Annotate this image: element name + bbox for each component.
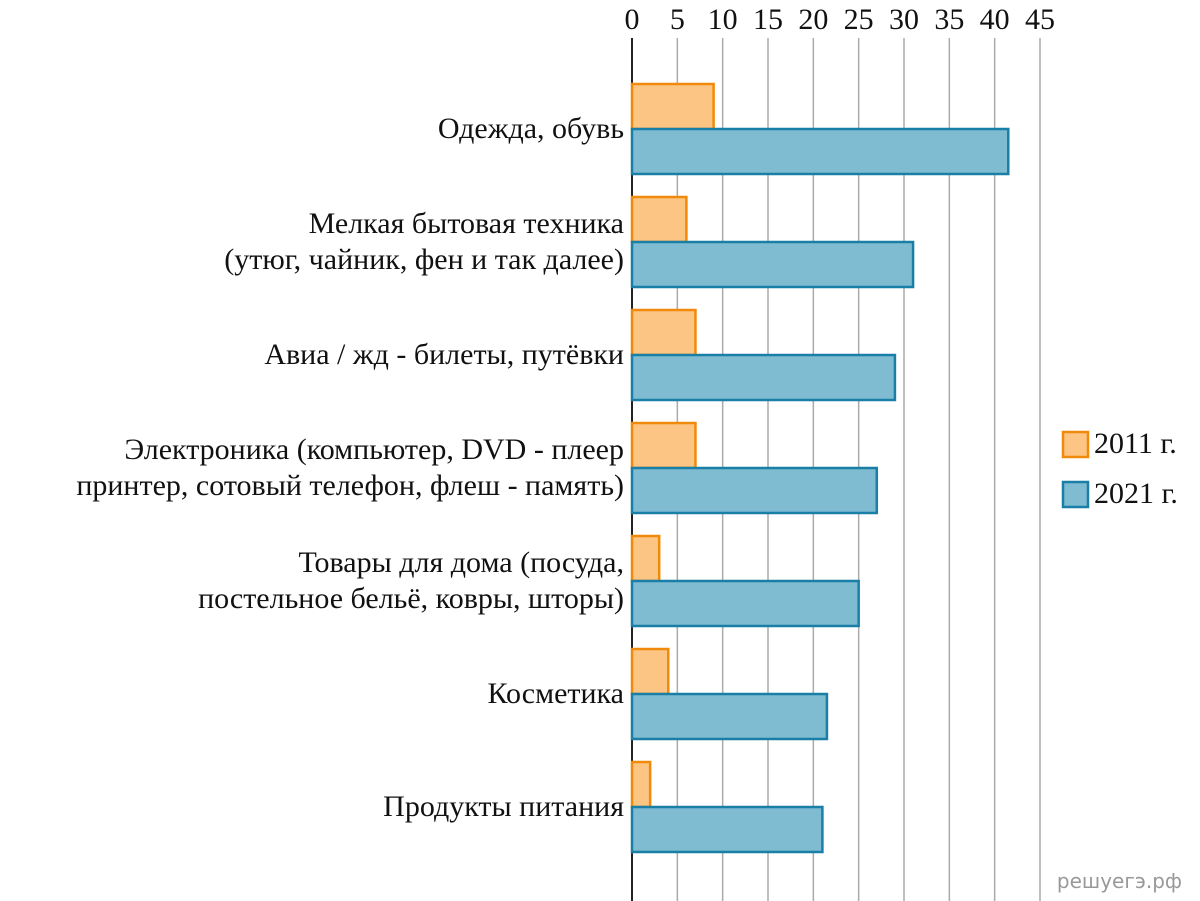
bar xyxy=(630,82,715,131)
bar xyxy=(630,805,824,854)
category-label: Одежда, обувь xyxy=(437,112,624,145)
category-label: Авиа / жд - билеты, путёвки xyxy=(264,338,624,371)
bar xyxy=(630,534,661,583)
bar xyxy=(630,647,670,696)
x-tick-label: 30 xyxy=(889,3,919,36)
x-tick-label: 10 xyxy=(708,3,738,36)
bar xyxy=(630,421,697,470)
x-tick-label: 0 xyxy=(625,3,640,36)
bar xyxy=(630,466,879,515)
x-tick-label: 15 xyxy=(753,3,783,36)
bar xyxy=(630,579,860,628)
x-tick-label: 35 xyxy=(934,3,964,36)
category-label: Косметика xyxy=(487,677,624,710)
legend-label: 2021 г. xyxy=(1094,477,1178,510)
x-tick-label: 20 xyxy=(798,3,828,36)
category-label: Мелкая бытовая техника (утюг, чайник, фе… xyxy=(224,207,624,276)
bar xyxy=(630,308,697,357)
bar xyxy=(630,195,688,244)
category-label: Товары для дома (посуда, постельное бель… xyxy=(198,546,624,615)
bar xyxy=(630,240,915,289)
x-tick-label: 5 xyxy=(670,3,685,36)
category-label: Продукты питания xyxy=(383,790,624,823)
x-tick-label: 25 xyxy=(844,3,874,36)
legend-swatch xyxy=(1061,480,1090,509)
bar xyxy=(630,353,897,402)
bar xyxy=(630,692,829,741)
bar xyxy=(630,127,1010,176)
x-tick-label: 40 xyxy=(980,3,1010,36)
legend-label: 2011 г. xyxy=(1094,427,1177,460)
x-tick-label: 45 xyxy=(1025,3,1055,36)
category-label: Электроника (компьютер, DVD - плеер прин… xyxy=(76,433,624,502)
watermark: решуегэ.рф xyxy=(1056,869,1182,893)
bar xyxy=(630,760,652,809)
legend-swatch xyxy=(1061,430,1090,459)
